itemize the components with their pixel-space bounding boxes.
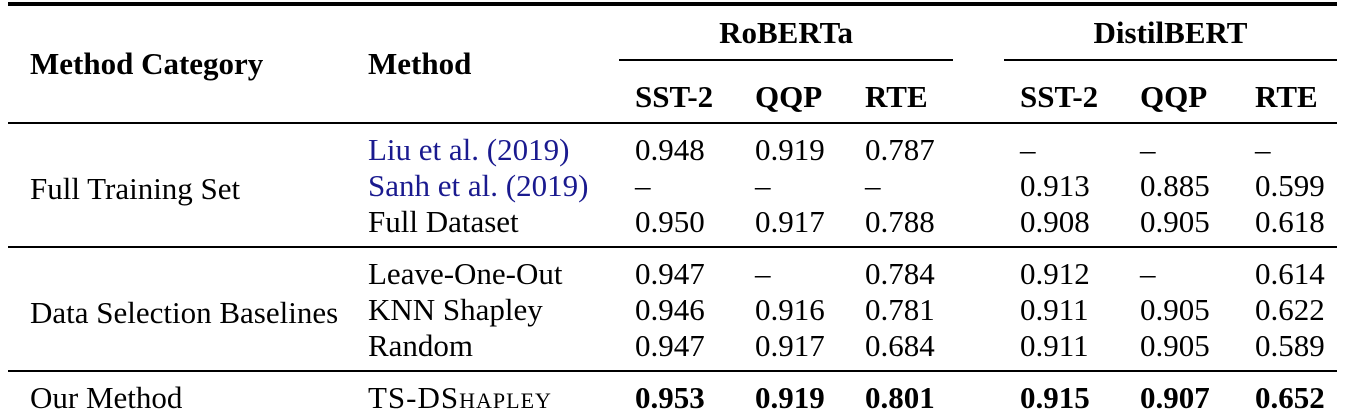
column-spacer [965, 370, 1021, 415]
header-group-distilbert: DistilBERT [1004, 4, 1338, 72]
value-cell: – [1140, 122, 1256, 168]
method-cell: Random [368, 328, 474, 363]
value-cell: 0.787 [865, 122, 966, 168]
group-label-distilbert: DistilBERT [1004, 15, 1338, 61]
value-cell: – [865, 168, 881, 203]
category-cell: Our Method [8, 370, 368, 415]
value-cell: 0.788 [865, 204, 935, 239]
value-cell: 0.911 [1020, 328, 1089, 363]
value-cell: 0.911 [1020, 292, 1089, 327]
column-spacer [965, 246, 1021, 292]
column-spacer [965, 122, 1021, 168]
header-group-roberta: RoBERTa [619, 4, 965, 72]
header-distilbert-qqp: QQP [1140, 72, 1256, 124]
value-cell: 0.913 [1020, 168, 1090, 203]
value-cell: 0.947 [635, 328, 705, 363]
value-cell: 0.907 [1140, 370, 1256, 415]
value-cell: 0.919 [755, 370, 865, 415]
method-cell: Full Dataset [368, 204, 519, 239]
citation-link[interactable]: Sanh et al. (2019) [368, 168, 589, 203]
table-row: Full Dataset 0.950 0.917 0.788 0.908 0.905 0.6… [8, 204, 1337, 247]
table-header: Method Category Method RoBERTa DistilBER… [8, 4, 1338, 124]
column-spacer [965, 328, 1020, 371]
table-body: Full Training Set Liu et al. (2019) 0.948 0… [8, 122, 1338, 415]
value-cell: 0.919 [755, 122, 865, 168]
value-cell: – [755, 246, 865, 292]
table-row: KNN Shapley 0.946 0.916 0.781 0.911 0.905 0.62… [8, 292, 1337, 328]
method-cell: TS-DShapley [368, 370, 635, 415]
header-distilbert-sst2: SST-2 [1020, 72, 1141, 124]
method-cell: KNN Shapley [368, 292, 543, 327]
category-cell: Data Selection Baselines [8, 246, 368, 371]
value-cell: – [635, 168, 651, 203]
value-cell: 0.652 [1255, 370, 1338, 415]
header-roberta-sst2: SST-2 [635, 72, 755, 124]
table-row: Our Method TS-DShapley 0.953 0.919 0.801 0.91… [8, 370, 1338, 415]
value-cell: 0.953 [635, 370, 755, 415]
value-cell: 0.905 [1140, 328, 1210, 363]
value-cell: 0.589 [1255, 328, 1325, 363]
group-label-roberta: RoBERTa [619, 15, 954, 61]
value-cell: 0.784 [865, 246, 966, 292]
value-cell: 0.950 [635, 204, 705, 239]
value-cell: 0.599 [1255, 168, 1325, 203]
table-row: Data Selection Baselines Leave-One-Out 0.9… [8, 246, 1338, 371]
value-cell: 0.917 [755, 328, 825, 363]
method-cell: Leave-One-Out [368, 246, 635, 292]
results-table: Method Category Method RoBERTa DistilBER… [8, 2, 1338, 415]
value-cell: – [755, 168, 771, 203]
value-cell: 0.781 [865, 292, 935, 327]
value-cell: 0.905 [1140, 204, 1210, 239]
table-row: Full Training Set Liu et al. (2019) 0.948 0… [8, 122, 1338, 247]
header-roberta-qqp: QQP [755, 72, 865, 124]
value-cell: 0.912 [1020, 246, 1141, 292]
table-row: Random 0.947 0.917 0.684 0.911 0.905 0.589 [8, 328, 1337, 371]
value-cell: 0.917 [755, 204, 825, 239]
header-distilbert-rte: RTE [1255, 72, 1338, 124]
citation-link[interactable]: Liu et al. (2019) [368, 122, 635, 168]
value-cell: 0.948 [635, 122, 755, 168]
value-cell: 0.916 [755, 292, 825, 327]
value-cell: – [1140, 246, 1256, 292]
column-spacer [965, 168, 1020, 204]
value-cell: – [1020, 122, 1141, 168]
value-cell: 0.905 [1140, 292, 1210, 327]
column-spacer [965, 292, 1020, 328]
header-method-category: Method Category [8, 4, 368, 124]
value-cell: 0.622 [1255, 292, 1325, 327]
value-cell: 0.614 [1255, 246, 1338, 292]
results-table-container: Method Category Method RoBERTa DistilBER… [8, 2, 1338, 415]
value-cell: 0.618 [1255, 204, 1325, 239]
value-cell: – [1255, 122, 1338, 168]
value-cell: 0.885 [1140, 168, 1210, 203]
header-roberta-rte: RTE [865, 72, 966, 124]
value-cell: 0.915 [1020, 370, 1141, 415]
value-cell: 0.946 [635, 292, 705, 327]
category-cell: Full Training Set [8, 122, 368, 247]
value-cell: 0.801 [865, 370, 966, 415]
value-cell: 0.684 [865, 328, 935, 363]
value-cell: 0.947 [635, 246, 755, 292]
table-row: Sanh et al. (2019) – – – 0.913 0.885 0.599 [8, 168, 1337, 204]
column-spacer [965, 204, 1020, 247]
column-spacer [965, 4, 1021, 124]
header-method: Method [368, 4, 635, 124]
value-cell: 0.908 [1020, 204, 1090, 239]
